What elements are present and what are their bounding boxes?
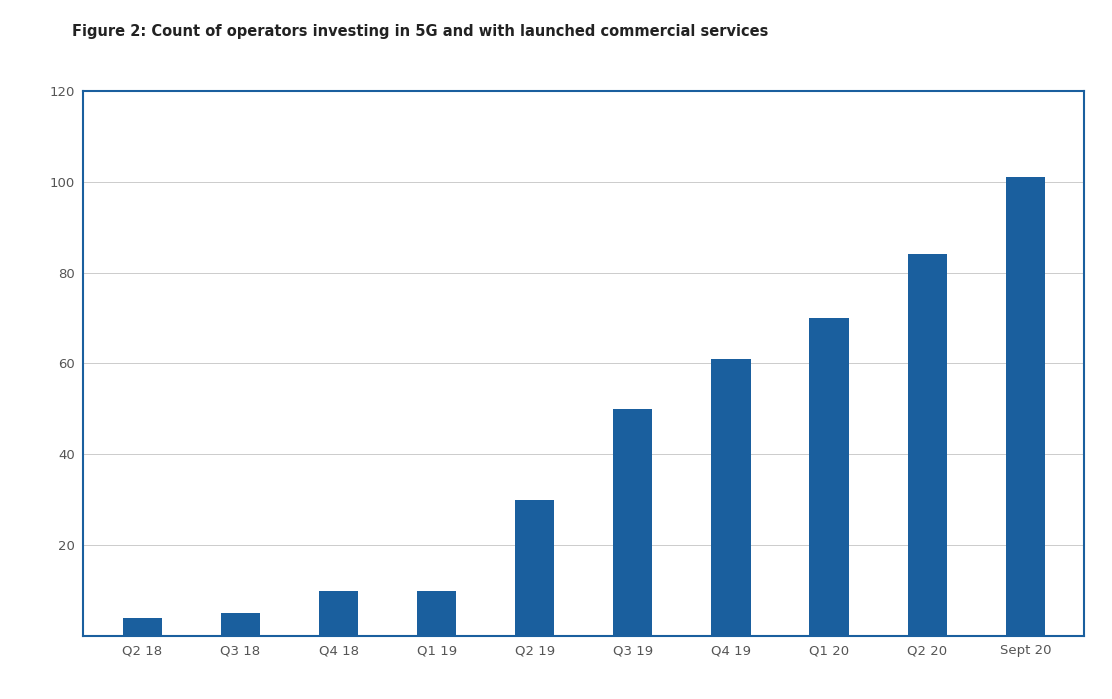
Bar (613, 409, 653, 636)
Bar (1005, 178, 1045, 636)
Bar (417, 591, 456, 636)
Bar (319, 591, 358, 636)
Bar (515, 500, 555, 636)
Bar (122, 618, 162, 636)
Text: Figure 2: Count of operators investing in 5G and with launched commercial servic: Figure 2: Count of operators investing i… (72, 24, 768, 39)
Bar (907, 254, 946, 636)
Bar (810, 318, 848, 636)
Bar (221, 614, 260, 636)
Bar (712, 359, 751, 636)
